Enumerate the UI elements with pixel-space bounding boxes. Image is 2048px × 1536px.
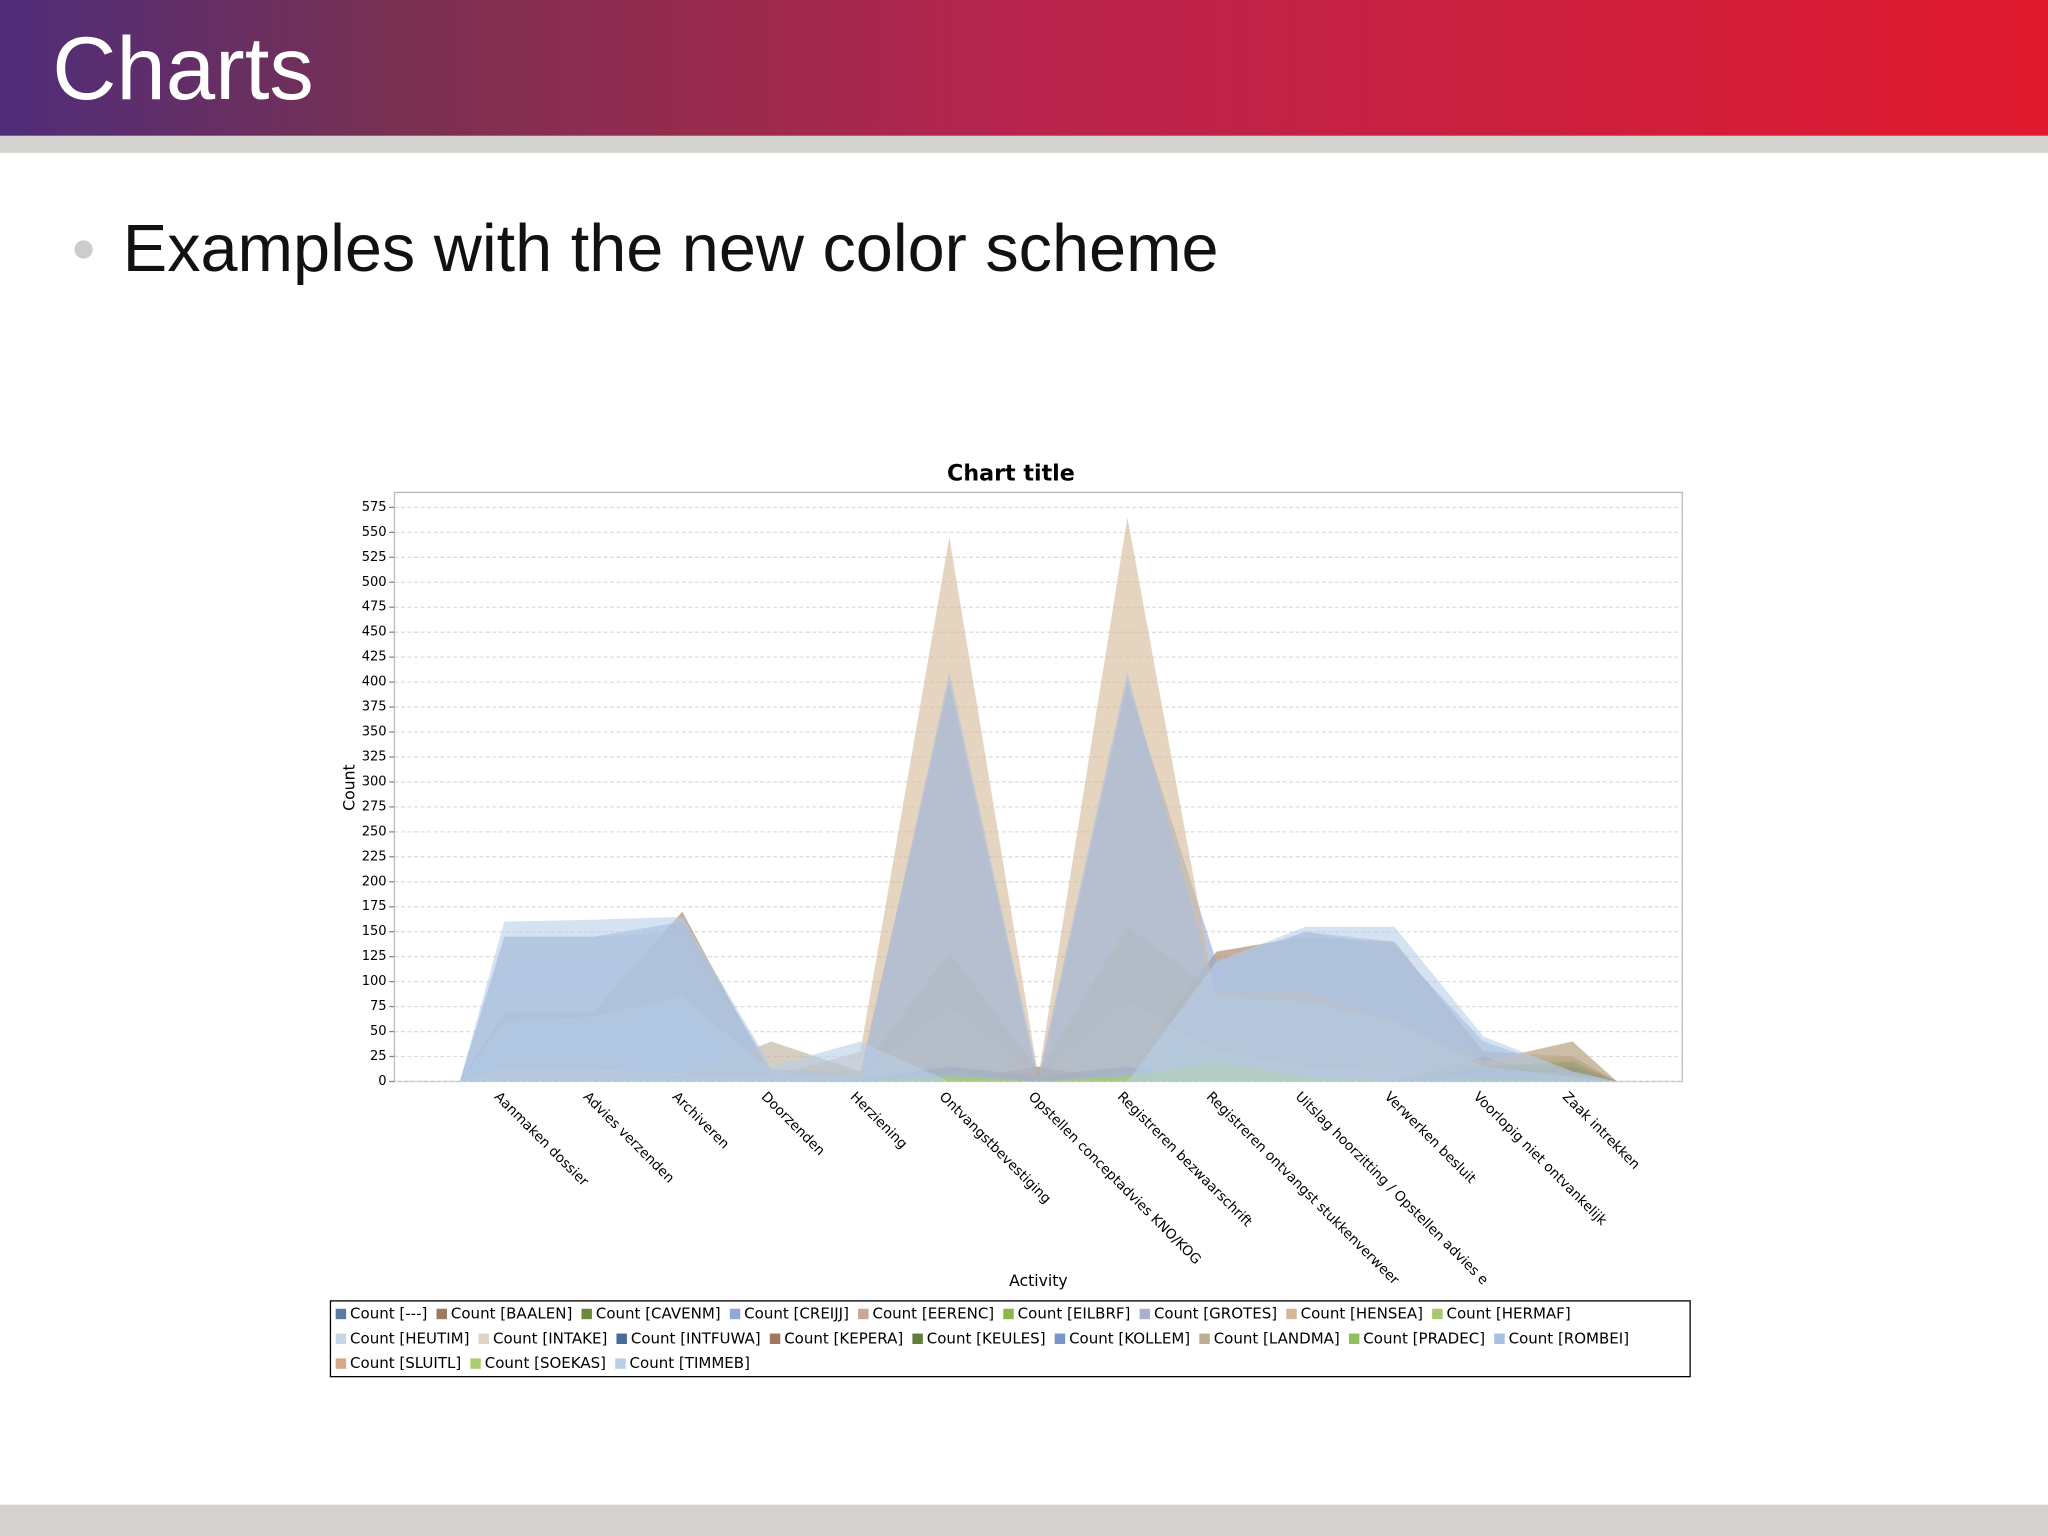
legend-swatch xyxy=(616,1333,627,1344)
legend-swatch xyxy=(1003,1308,1014,1320)
y-tick-label: 550 xyxy=(362,525,387,540)
legend-label: Count [---] xyxy=(350,1304,427,1322)
legend-label: Count [HEUTIM] xyxy=(350,1329,469,1347)
legend-swatch xyxy=(1286,1308,1297,1320)
y-tick-label: 525 xyxy=(362,550,387,565)
y-tick-label: 400 xyxy=(362,675,387,690)
x-tick-label: Uitslag hoorzitting / Opstellen advies e xyxy=(1292,1089,1491,1288)
y-tick-label: 175 xyxy=(362,899,387,914)
legend-label: Count [CREIJJ] xyxy=(744,1304,849,1322)
legend-label: Count [INTAKE] xyxy=(493,1329,607,1347)
y-tick-label: 125 xyxy=(362,949,387,964)
legend-label: Count [KOLLEM] xyxy=(1069,1329,1190,1347)
x-tick-label: Herziening xyxy=(847,1089,910,1152)
x-tick-label: Opstellen conceptadvies KNO/KOG xyxy=(1025,1089,1204,1268)
legend-label: Count [CAVENM] xyxy=(596,1304,721,1322)
area-series xyxy=(459,1056,1617,1082)
legend-label: Count [INTFUWA] xyxy=(631,1329,761,1347)
y-tick-label: 375 xyxy=(362,700,387,715)
y-tick-label: 275 xyxy=(362,799,387,814)
legend-label: Count [BAALEN] xyxy=(451,1304,572,1322)
legend-swatch xyxy=(335,1358,347,1369)
header-bar xyxy=(0,0,2048,136)
y-tick-label: 50 xyxy=(370,1024,387,1039)
legend-swatch xyxy=(1054,1333,1066,1344)
legend-label: Count [EERENC] xyxy=(872,1304,994,1322)
y-tick-label: 575 xyxy=(362,500,387,515)
legend-swatch xyxy=(769,1333,781,1344)
bullet-dot xyxy=(74,240,93,259)
y-tick-label: 325 xyxy=(362,749,387,764)
legend-label: Count [TIMMEB] xyxy=(630,1354,750,1372)
legend-label: Count [EILBRF] xyxy=(1018,1304,1131,1322)
y-tick-label: 75 xyxy=(370,999,387,1014)
legend-swatch xyxy=(615,1358,626,1369)
legend-label: Count [HERMAF] xyxy=(1447,1304,1571,1322)
y-tick-label: 200 xyxy=(362,874,387,889)
y-tick-label: 250 xyxy=(362,824,387,839)
legend-swatch xyxy=(470,1358,481,1369)
legend-swatch xyxy=(1348,1333,1360,1344)
y-tick-label: 425 xyxy=(362,650,387,665)
legend-label: Count [GROTES] xyxy=(1154,1304,1277,1322)
y-tick-label: 100 xyxy=(362,974,387,989)
legend-swatch xyxy=(1139,1308,1151,1320)
y-tick-label: 475 xyxy=(362,600,387,615)
y-tick-label: 500 xyxy=(362,575,387,590)
slide-title: Charts xyxy=(52,19,314,118)
bullet-text: Examples with the new color scheme xyxy=(123,212,1219,286)
legend-label: Count [ROMBEI] xyxy=(1509,1329,1630,1347)
x-tick-label: Registreren ontvangst stukkenverweer xyxy=(1203,1089,1402,1288)
y-tick-label: 25 xyxy=(370,1049,387,1064)
legend-swatch xyxy=(1199,1333,1210,1344)
legend-swatch xyxy=(1494,1333,1505,1344)
x-tick-label: Advies verzenden xyxy=(580,1089,678,1187)
y-tick-label: 300 xyxy=(362,774,387,789)
legend-label: Count [HENSEA] xyxy=(1301,1304,1423,1322)
legend-swatch xyxy=(858,1308,869,1320)
legend-swatch xyxy=(1432,1308,1443,1320)
legend-label: Count [PRADEC] xyxy=(1363,1329,1485,1347)
chart: Chart title Activity Count 0 25 50 75 100 125… xyxy=(329,461,1691,1378)
footer-bar xyxy=(0,1504,2048,1536)
legend-label: Count [LANDMA] xyxy=(1214,1329,1340,1347)
legend-swatch xyxy=(478,1333,490,1344)
legend-swatch xyxy=(729,1308,741,1320)
x-tick-label: Aanmaken dossier xyxy=(491,1089,592,1190)
x-tick-label: Doorzenden xyxy=(758,1089,828,1159)
y-tick-label: 225 xyxy=(362,849,387,864)
x-tick-label: Verwerken besluit xyxy=(1381,1089,1479,1187)
legend-swatch xyxy=(335,1308,347,1320)
legend-swatch xyxy=(335,1333,347,1344)
x-axis-label: Activity xyxy=(1009,1271,1068,1290)
x-tick-label: Zaak intrekken xyxy=(1559,1089,1643,1173)
legend-label: Count [KEPERA] xyxy=(784,1329,903,1347)
legend-swatch xyxy=(581,1308,592,1320)
header-rule xyxy=(0,135,2048,153)
area-series xyxy=(459,916,1617,1082)
y-axis-label: Count xyxy=(340,764,359,811)
legend-swatch xyxy=(436,1308,447,1320)
y-tick-label: 350 xyxy=(362,725,387,740)
legend-label: Count [KEULES] xyxy=(927,1329,1046,1347)
chart-title: Chart title xyxy=(947,461,1075,487)
y-tick-label: 0 xyxy=(378,1074,386,1089)
legend-label: Count [SLUITL] xyxy=(350,1354,461,1372)
legend-swatch xyxy=(912,1333,923,1344)
legend-label: Count [SOEKAS] xyxy=(485,1354,606,1372)
y-tick-label: 450 xyxy=(362,625,387,640)
x-tick-label: Archiveren xyxy=(669,1089,732,1152)
y-tick-label: 150 xyxy=(362,924,387,939)
